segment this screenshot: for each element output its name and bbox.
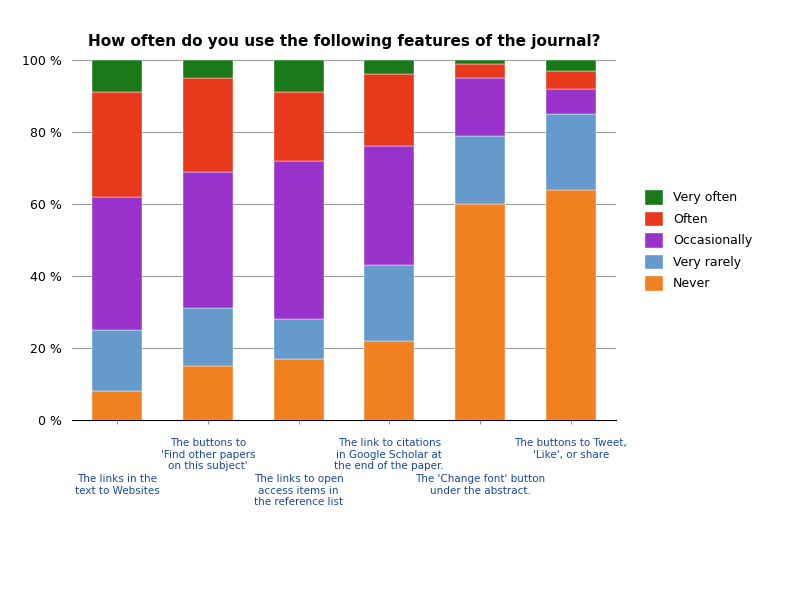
Bar [274,92,323,161]
Bar [546,89,595,114]
Bar [455,60,505,64]
Title: How often do you use the following features of the journal?: How often do you use the following featu… [88,34,600,49]
Text: The links to open
access items in
the reference list: The links to open access items in the re… [254,474,343,507]
Bar [364,341,414,420]
Bar [546,114,595,190]
Bar [274,161,323,319]
Bar [455,136,505,204]
Bar [183,172,233,308]
Text: The link to citations
in Google Scholar at
the end of the paper.: The link to citations in Google Scholar … [334,438,444,471]
Text: The links in the
text to Websites: The links in the text to Websites [75,474,160,496]
Bar [455,204,505,420]
Bar [274,319,323,359]
Bar [546,71,595,89]
Bar [546,190,595,420]
Bar [183,308,233,366]
Bar [364,146,414,265]
Bar [183,366,233,420]
Bar [455,78,505,136]
Text: The buttons to
'Find other papers
on this subject': The buttons to 'Find other papers on thi… [161,438,255,471]
Bar [364,265,414,341]
Bar [92,60,142,92]
Bar [364,74,414,146]
Bar [274,60,323,92]
Text: The buttons to Tweet,
'Like', or share: The buttons to Tweet, 'Like', or share [514,438,627,460]
Text: The 'Change font' button
under the abstract.: The 'Change font' button under the abstr… [415,474,545,496]
Bar [364,60,414,74]
Bar [183,60,233,78]
Bar [92,330,142,391]
Bar [183,78,233,172]
Bar [92,92,142,197]
Bar [546,60,595,71]
Bar [274,359,323,420]
Bar [455,64,505,78]
Bar [92,197,142,330]
Bar [92,391,142,420]
Legend: Very often, Often, Occasionally, Very rarely, Never: Very often, Often, Occasionally, Very ra… [644,190,752,290]
